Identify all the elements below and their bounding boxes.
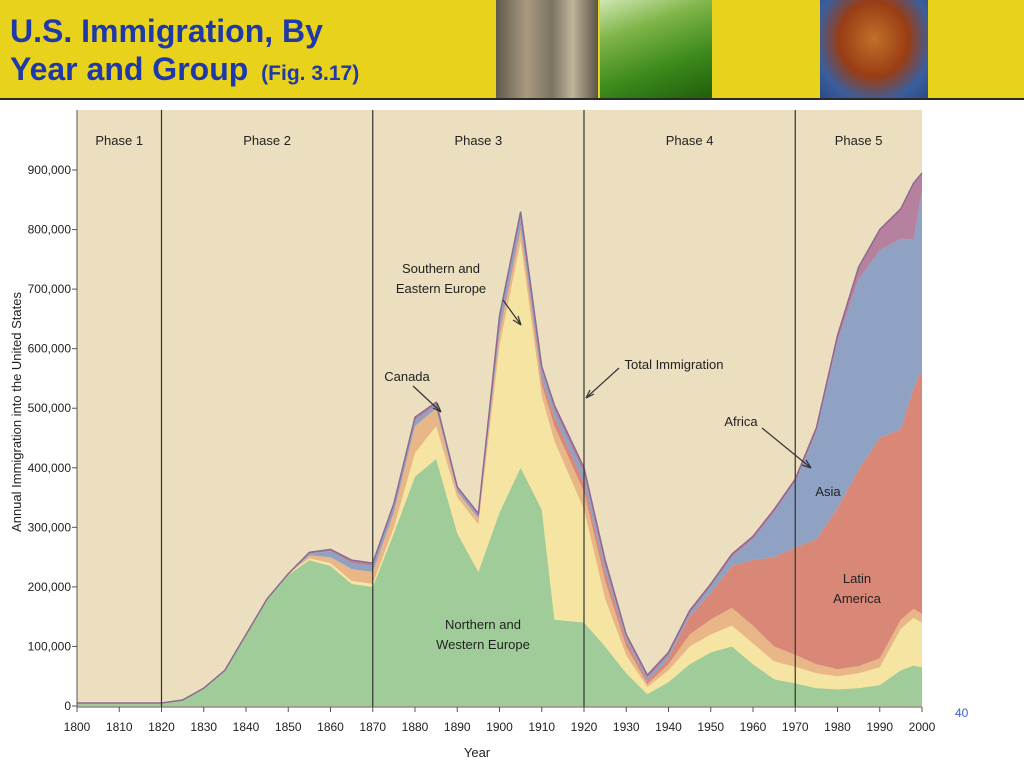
y-tick-label: 900,000	[28, 163, 72, 177]
y-tick-label: 700,000	[28, 282, 72, 296]
y-axis: 0 100,000 200,000 300,000 400,000 500,000 600,…	[28, 110, 78, 713]
x-tick-label: 1990	[866, 720, 893, 734]
x-tick-label: 1870	[359, 720, 386, 734]
x-tick-label: 1970	[782, 720, 809, 734]
annotation-latin-america: Latin America	[833, 571, 881, 606]
figure-label: (Fig. 3.17)	[261, 62, 360, 85]
phase-labels: Phase 1 Phase 2 Phase 3 Phase 4 Phase 5	[95, 133, 882, 148]
header-photo-green-hills	[600, 0, 712, 98]
x-tick-label: 1940	[655, 720, 682, 734]
y-tick-label: 300,000	[28, 520, 72, 534]
header-photo-tree	[820, 0, 928, 98]
annotation-northern-and-western-europe: Northern and Western Europe	[436, 617, 530, 652]
x-tick-label: 1860	[317, 720, 344, 734]
annotation-canada: Canada	[384, 369, 430, 384]
phase-dividers	[160, 110, 796, 707]
arrow-southern-eastern-europe	[502, 299, 522, 326]
phase-label-4: Phase 4	[666, 133, 714, 148]
arrow-total-immigration	[585, 367, 620, 399]
x-tick-label: 1810	[106, 720, 133, 734]
y-tick-label: 500,000	[28, 401, 72, 415]
y-tick-label: 200,000	[28, 580, 72, 594]
annotation-labels: Southern and Eastern Europe Canada Total Im…	[384, 261, 881, 652]
x-tick-label: 1880	[402, 720, 429, 734]
annotation-asia: Asia	[815, 484, 841, 499]
annotation-africa: Africa	[724, 414, 758, 429]
x-tick-label: 1960	[740, 720, 767, 734]
immigration-chart: Phase 1 Phase 2 Phase 3 Phase 4 Phase 5 Sout…	[9, 110, 936, 760]
x-tick-label: 1980	[824, 720, 851, 734]
area-latin-america	[77, 226, 922, 704]
x-tick-label: 1840	[233, 720, 260, 734]
annotation-total-immigration: Total Immigration	[625, 357, 724, 372]
x-tick-label: 1930	[613, 720, 640, 734]
header-photo-curtain	[496, 0, 598, 98]
x-tick-label: 1920	[571, 720, 598, 734]
annotation-southern-and-eastern-europe: Southern and Eastern Europe	[396, 261, 486, 296]
area-layers	[77, 172, 923, 706]
y-tick-label: 800,000	[28, 223, 72, 237]
y-tick-label: 100,000	[28, 639, 72, 653]
y-tick-label: 400,000	[28, 461, 72, 475]
slide-title: U.S. Immigration, By Year and Group (Fig…	[10, 12, 359, 93]
x-tick-label: 1890	[444, 720, 471, 734]
x-axis-title: Year	[464, 745, 491, 760]
title-line-2: Year and Group	[10, 51, 249, 87]
phase-label-5: Phase 5	[835, 133, 883, 148]
x-tick-label: 1910	[528, 720, 555, 734]
x-tick-label: 1950	[697, 720, 724, 734]
phase-label-3: Phase 3	[455, 133, 503, 148]
page-number: 40	[955, 706, 969, 720]
annotation-arrows	[412, 299, 812, 469]
arrow-africa	[761, 427, 812, 469]
x-tick-label: 1830	[190, 720, 217, 734]
title-line-1: U.S. Immigration, By	[10, 13, 323, 49]
area-northern-and-western-europe	[77, 458, 922, 706]
phase-label-1: Phase 1	[95, 133, 143, 148]
y-axis-title: Annual Immigration into the United State…	[9, 292, 24, 532]
x-tick-label: 1850	[275, 720, 302, 734]
y-tick-label: 0	[64, 699, 71, 713]
arrow-canada	[412, 385, 442, 413]
x-axis: 1800 1810 1820 1830 1840 1850 1860 1870 1880 1890…	[64, 706, 936, 734]
x-tick-label: 1900	[486, 720, 513, 734]
x-tick-label: 1820	[148, 720, 175, 734]
slide-header: U.S. Immigration, By Year and Group (Fig…	[0, 0, 1024, 100]
x-tick-label: 1800	[64, 720, 91, 734]
total-immigration-line	[77, 172, 923, 704]
area-southern-and-eastern-europe	[77, 241, 922, 704]
x-tick-label: 2000	[909, 720, 936, 734]
phase-label-2: Phase 2	[243, 133, 291, 148]
y-tick-label: 600,000	[28, 342, 72, 356]
